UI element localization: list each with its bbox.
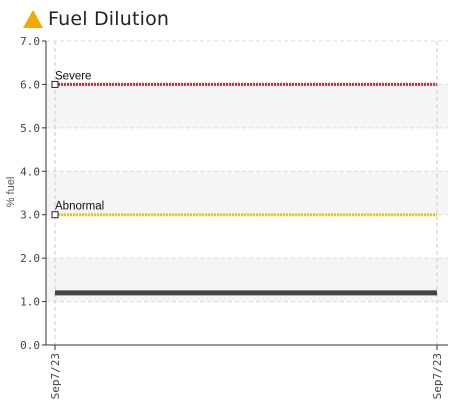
plot-band <box>46 84 448 128</box>
x-tick-label: Sep7/23 <box>49 353 62 399</box>
threshold-marker <box>51 80 59 88</box>
x-axis-ticks: Sep7/23 Sep7/23 <box>49 345 444 399</box>
threshold-lines: Severe Abnormal <box>51 70 437 219</box>
y-tick-label: 3.0 <box>20 209 40 222</box>
axes <box>45 41 448 346</box>
y-axis-ticks: 0.0 1.0 2.0 3.0 4.0 5.0 6.0 7.0 <box>20 35 46 352</box>
threshold-label: Abnormal <box>55 201 104 213</box>
y-tick-label: 2.0 <box>20 252 40 265</box>
chart-header: Fuel Dilution <box>22 6 169 32</box>
chart-title: Fuel Dilution <box>48 8 170 30</box>
y-tick-label: 5.0 <box>20 122 40 135</box>
y-tick-label: 7.0 <box>20 35 40 48</box>
y-axis-title: % fuel <box>5 177 17 208</box>
plot-bands <box>46 84 448 302</box>
y-tick-label: 0.0 <box>20 339 40 352</box>
y-tick-label: 1.0 <box>20 296 40 309</box>
y-tick-label: 6.0 <box>20 78 40 91</box>
warning-triangle-icon <box>23 10 43 28</box>
threshold-marker <box>51 211 59 219</box>
y-tick-label: 4.0 <box>20 165 40 178</box>
plot-band <box>46 171 448 215</box>
threshold-label: Severe <box>55 70 91 82</box>
x-tick-label: Sep7/23 <box>431 353 444 399</box>
